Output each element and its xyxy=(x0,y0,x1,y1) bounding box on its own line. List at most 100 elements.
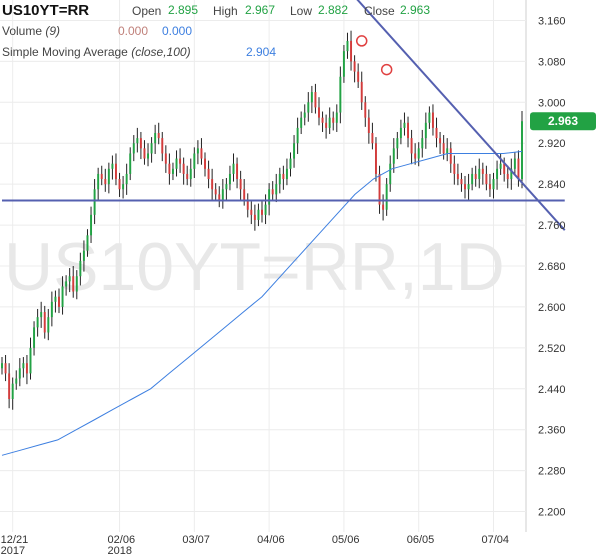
candle xyxy=(136,127,139,153)
candle-body xyxy=(111,163,114,169)
candle xyxy=(147,143,150,167)
candle xyxy=(353,55,356,83)
candle-body xyxy=(150,143,153,154)
candle xyxy=(271,181,274,201)
candle xyxy=(79,252,82,286)
candle-body xyxy=(200,148,203,159)
candle-body xyxy=(510,168,513,180)
candle xyxy=(428,106,431,129)
candle xyxy=(8,363,11,409)
candle xyxy=(29,337,32,380)
candle-body xyxy=(18,368,21,379)
candle-body xyxy=(132,143,135,154)
candle xyxy=(471,167,474,191)
sma-label: Simple Moving Average (close,100) xyxy=(2,45,191,59)
candle-body xyxy=(300,117,303,128)
candle-body xyxy=(499,163,502,169)
candle xyxy=(4,355,7,382)
candle-body xyxy=(236,163,239,180)
candle xyxy=(460,172,463,192)
candle-body xyxy=(453,163,456,174)
volume-value-1: 0.000 xyxy=(118,24,149,38)
y-tick-label: 3.160 xyxy=(538,15,566,27)
candle-body xyxy=(86,235,89,251)
candle-body xyxy=(293,143,296,159)
candle xyxy=(50,291,53,327)
candle-body xyxy=(478,168,481,180)
candle-body xyxy=(342,51,345,77)
candle xyxy=(97,167,100,201)
x-tick-label: 07/04 xyxy=(482,534,510,546)
candle xyxy=(346,32,349,59)
candle xyxy=(221,179,224,209)
candle-body xyxy=(157,133,160,139)
y-tick-label: 2.840 xyxy=(538,179,566,191)
candle-body xyxy=(214,189,217,195)
candle xyxy=(75,270,78,300)
candle-body xyxy=(325,122,328,128)
candle xyxy=(289,152,292,177)
candle xyxy=(449,142,452,173)
candle-body xyxy=(29,347,32,374)
candle xyxy=(335,104,338,132)
candle xyxy=(36,308,39,337)
candle-body xyxy=(179,158,182,164)
candle-body xyxy=(481,168,484,174)
candle xyxy=(474,165,477,187)
candle xyxy=(328,107,331,135)
candle-body xyxy=(517,158,520,180)
candle xyxy=(82,240,85,272)
candle xyxy=(464,175,466,199)
candle xyxy=(90,206,93,243)
candle xyxy=(168,153,171,185)
candle xyxy=(492,172,495,199)
candle-body xyxy=(318,107,320,118)
candle xyxy=(47,308,50,341)
candle-body xyxy=(239,179,242,190)
candle-body xyxy=(61,286,64,307)
candle-body xyxy=(114,163,117,180)
candle xyxy=(139,131,142,160)
candle xyxy=(218,186,221,208)
candle-body xyxy=(446,148,449,154)
y-tick-label: 2.520 xyxy=(538,343,566,355)
candle-body xyxy=(107,168,110,185)
candle xyxy=(182,157,185,185)
candle xyxy=(157,122,160,145)
candle-body xyxy=(410,138,413,154)
candle-body xyxy=(147,153,150,159)
candle xyxy=(367,109,370,144)
candle-body xyxy=(474,173,477,180)
candle xyxy=(129,147,132,181)
candle xyxy=(513,152,516,175)
candle-body xyxy=(175,158,178,169)
price-tag: 2.963 xyxy=(530,112,596,131)
candle-body xyxy=(22,363,25,369)
candle xyxy=(236,157,239,189)
overlay-lines xyxy=(1,0,566,456)
candle-body xyxy=(310,92,313,103)
candle-body xyxy=(139,138,142,149)
candle-body xyxy=(424,122,427,139)
candle-body xyxy=(364,102,367,118)
candle-body xyxy=(449,148,452,164)
candle xyxy=(150,137,153,163)
candle-body xyxy=(392,148,395,164)
candle xyxy=(132,135,135,162)
candle-body xyxy=(193,153,196,169)
candle xyxy=(211,168,214,201)
candle xyxy=(33,321,36,356)
candle-body xyxy=(339,76,342,113)
candle-body xyxy=(435,127,438,139)
candle xyxy=(399,119,402,145)
candle xyxy=(439,131,442,154)
candle-body xyxy=(4,363,7,374)
candle-body xyxy=(367,117,370,133)
candle xyxy=(506,165,509,189)
candle-body xyxy=(225,184,228,190)
candle-body xyxy=(97,173,100,190)
candle xyxy=(122,175,125,199)
sma-line xyxy=(1,150,523,456)
